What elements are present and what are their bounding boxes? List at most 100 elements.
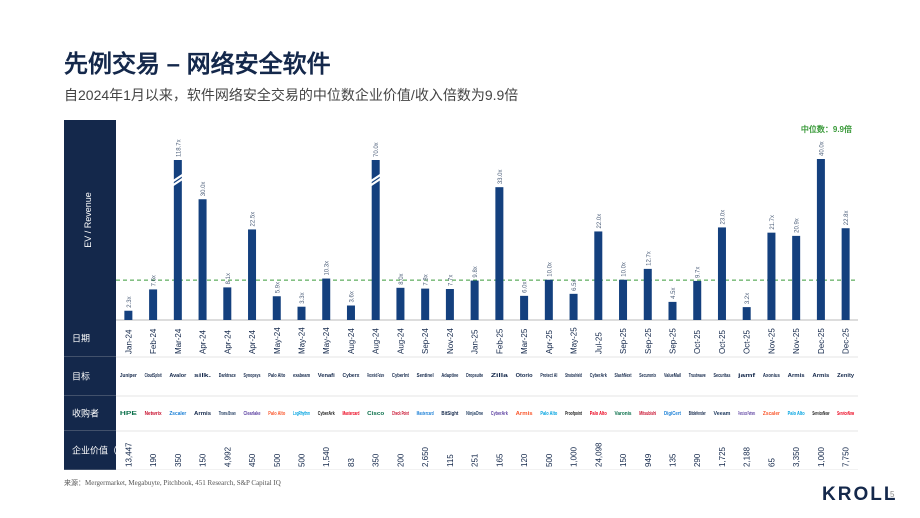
date-label: Sep-24	[421, 328, 430, 354]
bar	[643, 268, 652, 320]
target-logo: Palo Alto	[268, 373, 285, 379]
target-logo: Securonix	[639, 373, 656, 379]
row-label-band	[64, 396, 116, 431]
target-logo: Juniper	[120, 373, 137, 379]
acquirer-logo: Palo Alto	[590, 411, 607, 417]
data-label: 118.7x	[176, 139, 182, 157]
bar	[346, 305, 355, 320]
target-logo: Axonius	[763, 373, 780, 379]
bar	[124, 310, 133, 320]
ev-value: 290	[693, 453, 702, 467]
target-logo: Otorio	[516, 373, 533, 379]
date-label: Jan-25	[471, 329, 480, 354]
date-label: Nov-25	[792, 328, 801, 354]
ev-value: 65	[767, 458, 776, 467]
bar	[693, 280, 702, 320]
data-label: 22.5x	[251, 212, 257, 227]
ev-value: 83	[347, 458, 356, 467]
data-label: 5.9x	[275, 282, 281, 293]
ev-value: 350	[174, 453, 183, 467]
ev-value: 500	[273, 453, 282, 467]
target-logo: CyberInt	[392, 373, 409, 379]
date-label: Nov-24	[446, 328, 455, 354]
acquirer-logo: Proofpoint	[565, 411, 582, 417]
data-label: 9.8x	[473, 266, 479, 277]
date-label: Apr-24	[223, 329, 232, 354]
ev-value: 949	[644, 453, 653, 467]
data-label: 30.0x	[201, 182, 207, 197]
data-label: 22.0x	[597, 214, 603, 229]
acquirer-logo: Thoma Bravo	[219, 411, 236, 417]
bar	[668, 301, 677, 320]
acquirer-logo: Armis	[516, 411, 533, 417]
data-label: 12.7x	[646, 251, 652, 266]
target-logo: ValueMail	[664, 373, 681, 379]
page-subtitle: 自2024年1月以来，软件网络安全交易的中位数企业价值/收入倍数为9.9倍	[64, 87, 519, 103]
target-logo: Stratoshield	[565, 373, 582, 379]
data-label: 3.6x	[349, 291, 355, 302]
acquirer-logo: DigiCert	[664, 411, 681, 417]
acquirer-logo: Armis	[194, 411, 211, 417]
data-label: 7.6x	[152, 275, 158, 286]
data-label: 8.0x	[399, 273, 405, 284]
ev-value: 13,447	[124, 442, 133, 467]
date-label: Sep-25	[619, 328, 628, 354]
date-label: Oct-25	[718, 329, 727, 354]
acquirer-logo: Varonis	[615, 411, 632, 417]
row-label-band	[64, 431, 116, 470]
bar	[742, 307, 751, 320]
data-label: 10.0x	[622, 262, 628, 277]
data-label: 7.8x	[424, 274, 430, 285]
acquirer-logo: CyberArk	[318, 411, 335, 417]
target-logo: SlashNext	[615, 373, 632, 379]
bar	[396, 287, 405, 320]
bar	[792, 235, 801, 320]
data-label: 9.7x	[696, 267, 702, 278]
bar	[248, 229, 257, 320]
target-logo: Synopsys	[244, 373, 261, 379]
bar	[173, 160, 182, 320]
acquirer-logo: HPE	[120, 411, 138, 417]
date-label: May-24	[298, 327, 307, 354]
date-label: Oct-25	[743, 329, 752, 354]
date-label: Feb-25	[495, 328, 504, 354]
acquirer-logo: Francisco Partners	[738, 411, 755, 417]
ev-value: 450	[248, 453, 257, 467]
data-label: 40.0x	[819, 141, 825, 156]
ev-value: 1,000	[817, 446, 826, 467]
date-label: Sep-25	[669, 328, 678, 354]
source-note: 来源：Mergermarket, Megabuyte, Pitchbook, 4…	[64, 479, 281, 487]
row-label-acquirer: 收购者	[72, 408, 99, 419]
date-label: May-24	[322, 327, 331, 354]
ev-value: 500	[545, 453, 554, 467]
ev-value: 120	[520, 453, 529, 467]
data-label: 70.0x	[374, 142, 380, 157]
target-logo: CloudSploit	[145, 373, 162, 379]
row-label-band	[64, 320, 116, 357]
ev-value: 3,350	[792, 446, 801, 467]
bar	[495, 187, 504, 320]
date-label: Oct-25	[693, 329, 702, 354]
ev-value: 2,188	[743, 446, 752, 467]
ev-value: 115	[446, 454, 455, 467]
date-label: Sep-25	[644, 328, 653, 354]
data-label: 33.0x	[498, 169, 504, 184]
date-label: Apr-25	[545, 329, 554, 354]
row-label-band	[64, 357, 116, 396]
data-label: 22.8x	[844, 211, 850, 226]
acquirer-logo: ServiceNow	[812, 411, 829, 417]
date-label: May-24	[273, 327, 282, 354]
acquirer-logo: Mastercard	[417, 411, 434, 417]
ev-value: 500	[298, 453, 307, 467]
target-logo: Securitas	[713, 373, 730, 379]
acquirer-logo: Bitdefender	[689, 411, 706, 417]
bar	[767, 232, 776, 320]
ev-value: 150	[619, 453, 628, 467]
target-logo: Adaptive	[441, 373, 458, 379]
bar	[421, 288, 430, 320]
axis-break-mark	[369, 173, 383, 183]
acquirer-logo: Zscaler	[763, 411, 780, 417]
acquirer-logo: LogRhythm	[293, 411, 310, 417]
acquirer-logo: CyberArk	[491, 411, 508, 417]
bar	[470, 280, 479, 320]
